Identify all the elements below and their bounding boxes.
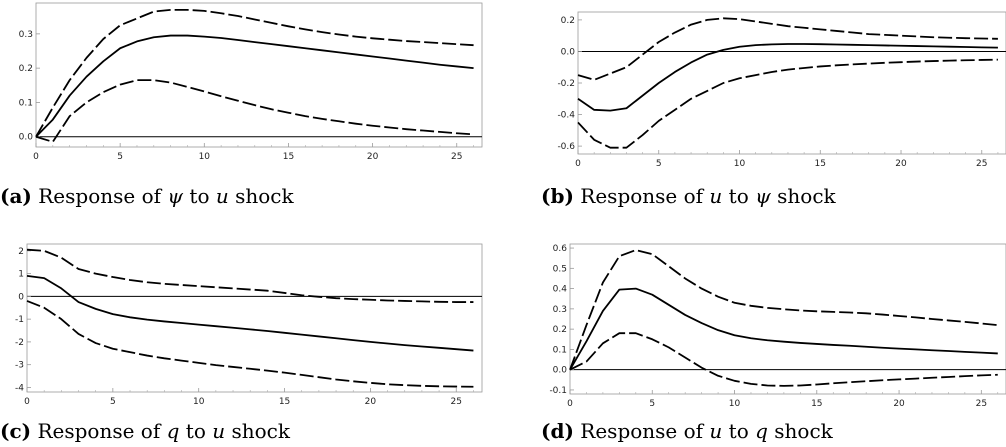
- y-tick-label-c: -1: [15, 315, 24, 325]
- caption-c-suffix: shock: [225, 419, 290, 443]
- y-tick-label-c: -4: [15, 383, 24, 393]
- x-tick-label-b: 20: [895, 159, 907, 169]
- upper-band-line-b: [577, 17, 998, 81]
- y-tick-label-b: -0.4: [557, 111, 575, 121]
- y-tick-label-b: -0.6: [557, 142, 575, 152]
- y-tick-label-d: 0.5: [553, 264, 567, 274]
- y-tick-label-b: -0.2: [557, 79, 575, 89]
- x-tick-label-c: 15: [279, 397, 290, 407]
- point-estimate-line-b: [577, 43, 998, 112]
- caption-d-prefix: Response of: [580, 419, 710, 443]
- plot-frame-c: [26, 243, 483, 393]
- plot-frame-b: [577, 11, 1006, 155]
- x-tick-label-d: 5: [649, 399, 655, 409]
- panel-a-psi-to-u-shock: 0 5 10 15 20 25 0.0 0.1 0.2 0.3: [19, 2, 483, 162]
- plot-frame-a: [35, 2, 483, 148]
- lower-band-line-a: [35, 79, 474, 143]
- x-tick-label-c: 20: [365, 397, 377, 407]
- panel-c-q-to-u-shock: 0 5 10 15 20 25 -4 -3 -2 -1 0 1 2: [15, 243, 483, 407]
- x-tick-label-a: 10: [199, 152, 211, 162]
- x-tick-label-c: 10: [193, 397, 205, 407]
- caption-b-var-response: u: [709, 184, 723, 208]
- point-estimate-line-a: [35, 34, 474, 138]
- y-tick-label-b: 0.2: [561, 16, 575, 26]
- caption-a-var-shock: u: [215, 184, 229, 208]
- caption-b-prefix: Response of: [580, 184, 710, 208]
- caption-b: (b) Response of u to ψ shock: [541, 184, 836, 208]
- x-tick-label-d: 25: [976, 399, 987, 409]
- caption-b-suffix: shock: [770, 184, 836, 208]
- y-tick-label-d: 0.1: [553, 345, 567, 355]
- x-tick-label-b: 5: [656, 159, 662, 169]
- caption-c-var-shock: u: [212, 419, 226, 443]
- y-tick-label-a: 0.0: [19, 133, 34, 143]
- x-tick-label-a: 15: [283, 152, 294, 162]
- caption-c-prefix: Response of: [37, 419, 167, 443]
- x-tick-label-d: 20: [893, 399, 905, 409]
- y-tick-label-d: 0.3: [553, 305, 567, 315]
- panel-d-u-to-q-shock: 0 5 10 15 20 25 -0.1 0.0 0.1 0.2 0.3 0.4 0.5 0.6: [549, 243, 1006, 409]
- x-tick-label-a: 25: [451, 152, 462, 162]
- x-tick-label-a: 20: [367, 152, 379, 162]
- upper-band-line-c: [26, 248, 474, 303]
- y-tick-label-d: 0.4: [553, 285, 568, 295]
- x-tick-label-a: 0: [33, 152, 39, 162]
- y-tick-label-a: 0.3: [19, 30, 33, 40]
- lower-band-line-d: [569, 332, 998, 387]
- caption-d-var-response: u: [709, 419, 723, 443]
- caption-d-mid: to: [722, 419, 756, 443]
- y-tick-label-a: 0.1: [19, 98, 33, 108]
- caption-d: (d) Response of u to q shock: [541, 419, 833, 443]
- x-tick-label-d: 10: [729, 399, 741, 409]
- x-tick-label-b: 0: [575, 159, 581, 169]
- x-tick-label-a: 5: [117, 152, 123, 162]
- caption-d-label: (d): [541, 419, 574, 443]
- x-tick-label-c: 5: [110, 397, 116, 407]
- y-tick-label-c: 1: [18, 270, 24, 280]
- caption-a-mid: to: [183, 184, 216, 208]
- y-tick-label-d: 0.2: [553, 325, 567, 335]
- plot-frame-d: [569, 243, 1006, 395]
- upper-band-line-d: [569, 249, 998, 370]
- x-tick-label-c: 0: [24, 397, 30, 407]
- caption-d-var-shock: q: [755, 419, 768, 443]
- caption-c: (c) Response of q to u shock: [0, 419, 290, 443]
- x-tick-label-b: 15: [815, 159, 826, 169]
- lower-band-line-b: [577, 58, 998, 149]
- x-tick-label-c: 25: [451, 397, 462, 407]
- caption-c-var-response: q: [166, 419, 180, 443]
- caption-a: (a) Response of ψ to u shock: [0, 184, 294, 208]
- caption-b-mid: to: [722, 184, 756, 208]
- y-tick-label-a: 0.2: [19, 64, 33, 74]
- caption-d-suffix: shock: [767, 419, 833, 443]
- panel-b-u-to-psi-shock: 0 5 10 15 20 25 -0.6 -0.4 -0.2 0.0 0.2: [557, 11, 1006, 169]
- x-tick-label-b: 10: [734, 159, 746, 169]
- y-tick-label-d: 0.6: [553, 244, 568, 254]
- y-tick-label-d: 0.0: [553, 366, 568, 376]
- caption-a-label: (a): [0, 184, 32, 208]
- caption-b-label: (b): [541, 184, 574, 208]
- y-tick-label-b: 0.0: [561, 47, 576, 57]
- y-tick-label-c: -2: [15, 338, 24, 348]
- caption-b-var-shock: ψ: [755, 184, 771, 208]
- y-tick-label-d: -0.1: [549, 386, 567, 396]
- lower-band-line-c: [26, 300, 474, 388]
- y-tick-label-c: 0: [18, 292, 24, 302]
- caption-a-suffix: shock: [228, 184, 294, 208]
- x-tick-label-d: 0: [567, 399, 573, 409]
- point-estimate-line-d: [569, 287, 998, 371]
- caption-c-mid: to: [179, 419, 213, 443]
- y-tick-label-c: 2: [18, 247, 24, 257]
- caption-c-label: (c): [0, 419, 32, 443]
- y-tick-label-c: -3: [15, 361, 24, 371]
- x-tick-label-b: 25: [976, 159, 987, 169]
- caption-a-var-response: ψ: [167, 184, 184, 208]
- x-tick-label-d: 15: [811, 399, 822, 409]
- point-estimate-line-c: [26, 274, 474, 352]
- upper-band-line-a: [35, 8, 474, 138]
- caption-a-prefix: Response of: [38, 184, 168, 208]
